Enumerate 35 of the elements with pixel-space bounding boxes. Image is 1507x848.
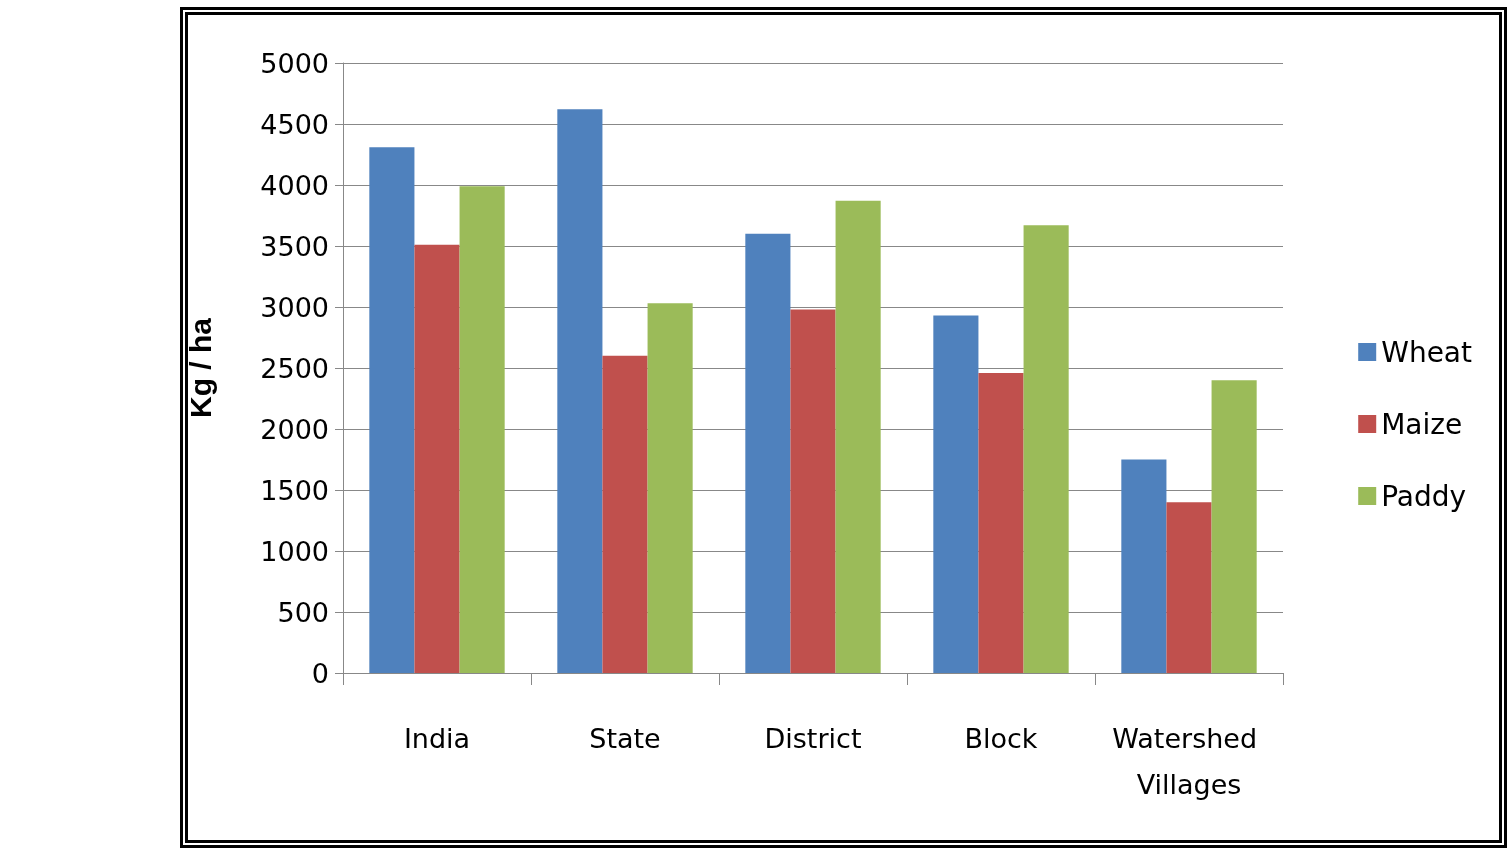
- bar: [933, 315, 979, 673]
- y-tick-label: 4000: [260, 169, 329, 201]
- y-tick-label: 4500: [260, 108, 329, 140]
- y-tick-label: 3500: [260, 230, 329, 262]
- bar: [790, 309, 836, 673]
- bar: [602, 355, 648, 673]
- bar: [1166, 502, 1212, 673]
- bar: [647, 303, 693, 673]
- y-tick-label: 1500: [260, 474, 329, 506]
- y-tick-label: 5000: [260, 47, 329, 79]
- legend-label: Maize: [1381, 407, 1463, 441]
- bar: [1211, 380, 1257, 673]
- y-tick-label: 3000: [260, 291, 329, 323]
- y-tick-label: 2500: [260, 352, 329, 384]
- bar: [835, 200, 881, 673]
- bar: [1023, 225, 1069, 673]
- bar: [978, 372, 1024, 673]
- x-tick-label: Watershed Villages: [1112, 722, 1266, 800]
- y-tick-label: 500: [277, 596, 329, 628]
- bar: [414, 244, 460, 673]
- bar: [459, 186, 505, 673]
- x-tick-label: India: [403, 722, 471, 754]
- y-tick-label: 0: [311, 657, 329, 689]
- bar: [745, 233, 791, 673]
- bar: [369, 147, 415, 673]
- x-tick-label: Block: [964, 722, 1038, 754]
- y-tick-label: 2000: [260, 413, 329, 445]
- legend-label: Wheat: [1381, 335, 1473, 369]
- y-axis-title: Kg / ha: [183, 317, 217, 419]
- y-tick-label: 1000: [260, 535, 329, 567]
- bar: [1121, 459, 1167, 673]
- bar: [557, 109, 603, 673]
- legend-label: Paddy: [1381, 479, 1467, 513]
- x-tick-label: State: [589, 722, 661, 754]
- x-tick-label: District: [764, 722, 862, 754]
